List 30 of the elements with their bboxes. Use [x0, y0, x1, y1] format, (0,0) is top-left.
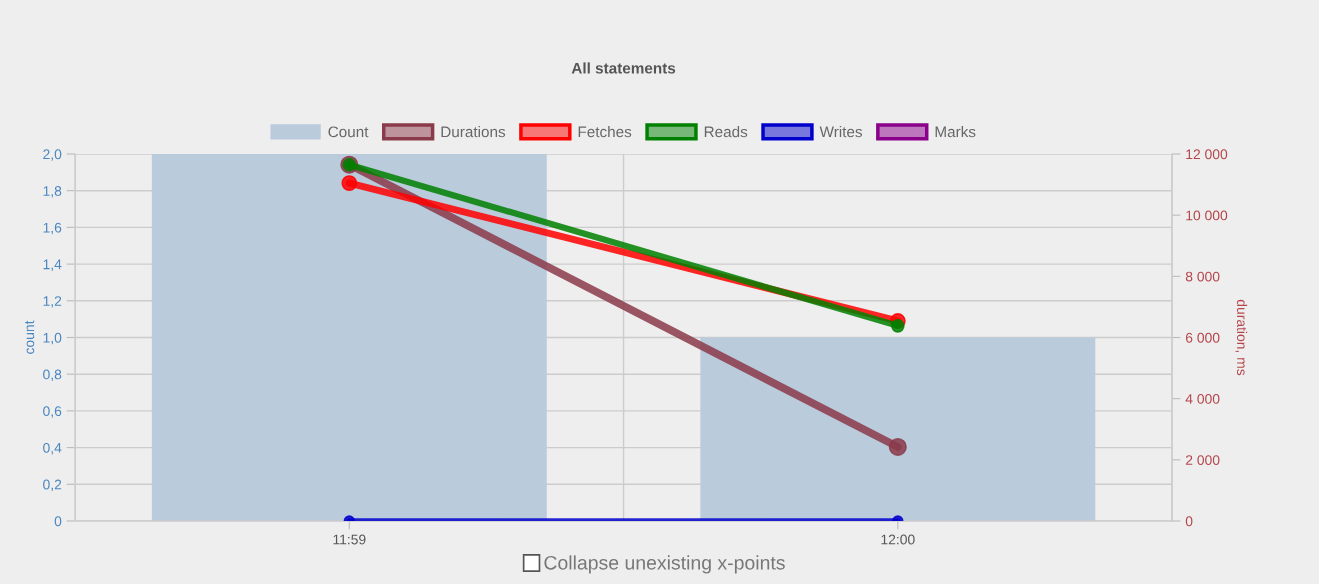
y2-tick-label: 2 000 — [1185, 455, 1220, 465]
y2-tick-label: 4 000 — [1185, 393, 1220, 404]
y-tick-label: 0,6 — [43, 406, 62, 418]
chart-title: All statements — [571, 62, 676, 74]
x-tick-label: 12:00 — [881, 534, 915, 545]
y-tick-label: 1,4 — [43, 259, 62, 271]
y2-tick-label: 8 000 — [1185, 271, 1220, 282]
y-tick-label: 0 — [54, 516, 62, 527]
text: Collapse unexisting x-points — [544, 555, 785, 574]
legend-label: Count — [328, 126, 369, 138]
y-tick-label: 1,0 — [43, 332, 62, 345]
y-tick-label: 1,6 — [43, 222, 62, 235]
legend-label: Durations — [441, 126, 506, 138]
y-tick-label: 0,2 — [43, 479, 62, 492]
y2-tick-label: 0 — [1185, 516, 1193, 527]
y-tick-label: 1,2 — [43, 296, 62, 308]
legend-label: Marks — [935, 126, 976, 138]
y-tick-label: 2,0 — [43, 149, 62, 161]
legend-label: Writes — [819, 126, 863, 138]
y2-tick-label: 6 000 — [1185, 332, 1220, 343]
y2-axis-title: duration, ms — [1235, 299, 1248, 376]
legend-label: Reads — [704, 126, 748, 138]
y-tick-label: 0,4 — [43, 442, 62, 455]
y2-tick-label: 12 000 — [1186, 149, 1228, 160]
x-tick-label: 11:59 — [333, 534, 366, 545]
y-tick-label: 1,8 — [43, 186, 62, 198]
y-tick-label: 0,8 — [43, 369, 62, 381]
legend-label: Fetches — [578, 126, 632, 138]
y2-tick-label: 10 000 — [1186, 210, 1228, 221]
y-axis-title: count — [25, 320, 35, 354]
